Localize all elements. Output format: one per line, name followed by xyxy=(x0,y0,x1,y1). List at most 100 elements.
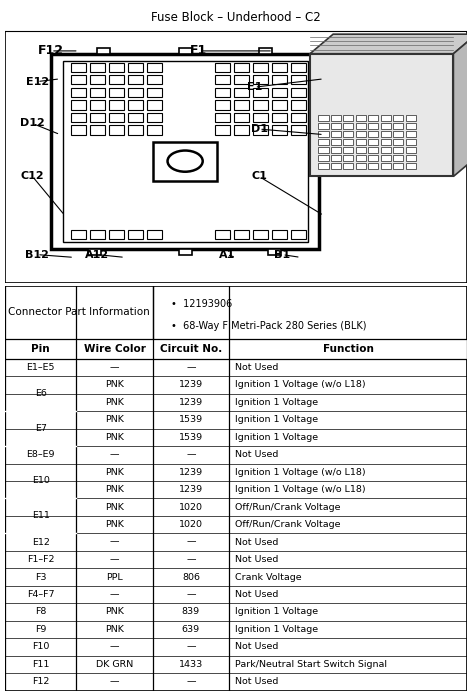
Text: 1239: 1239 xyxy=(179,398,203,407)
FancyBboxPatch shape xyxy=(356,163,366,169)
Text: —: — xyxy=(186,538,196,547)
FancyBboxPatch shape xyxy=(128,75,143,85)
FancyBboxPatch shape xyxy=(381,139,391,145)
Text: F12: F12 xyxy=(38,44,64,58)
FancyBboxPatch shape xyxy=(272,75,287,85)
Polygon shape xyxy=(454,34,472,176)
FancyBboxPatch shape xyxy=(128,62,143,72)
FancyBboxPatch shape xyxy=(147,126,162,135)
Text: PPL: PPL xyxy=(106,573,123,582)
FancyBboxPatch shape xyxy=(291,62,306,72)
FancyBboxPatch shape xyxy=(253,113,269,122)
FancyBboxPatch shape xyxy=(5,3,467,282)
FancyBboxPatch shape xyxy=(368,155,379,162)
FancyBboxPatch shape xyxy=(291,75,306,85)
Text: —: — xyxy=(110,590,119,599)
FancyBboxPatch shape xyxy=(215,126,230,135)
Text: 1433: 1433 xyxy=(179,660,203,669)
FancyBboxPatch shape xyxy=(71,113,86,122)
FancyBboxPatch shape xyxy=(310,53,454,176)
FancyBboxPatch shape xyxy=(234,87,249,97)
FancyBboxPatch shape xyxy=(368,147,379,153)
FancyBboxPatch shape xyxy=(381,123,391,129)
FancyBboxPatch shape xyxy=(234,126,249,135)
FancyBboxPatch shape xyxy=(147,87,162,97)
Text: 1539: 1539 xyxy=(179,416,203,424)
FancyBboxPatch shape xyxy=(368,139,379,145)
FancyBboxPatch shape xyxy=(109,126,124,135)
Text: E12: E12 xyxy=(25,76,49,87)
Text: Function: Function xyxy=(323,344,374,354)
Text: 1239: 1239 xyxy=(179,380,203,389)
Text: Off/Run/Crank Voltage: Off/Run/Crank Voltage xyxy=(235,502,340,511)
Text: F10: F10 xyxy=(32,643,49,652)
FancyBboxPatch shape xyxy=(343,115,354,121)
FancyBboxPatch shape xyxy=(97,48,110,53)
FancyBboxPatch shape xyxy=(406,147,416,153)
FancyBboxPatch shape xyxy=(318,115,329,121)
FancyBboxPatch shape xyxy=(147,75,162,85)
Text: —: — xyxy=(110,643,119,652)
Text: 1239: 1239 xyxy=(179,468,203,477)
FancyBboxPatch shape xyxy=(109,75,124,85)
Text: 1539: 1539 xyxy=(179,433,203,442)
Text: 1020: 1020 xyxy=(179,502,203,511)
FancyBboxPatch shape xyxy=(128,230,143,239)
Text: Ignition 1 Voltage: Ignition 1 Voltage xyxy=(235,607,318,616)
Text: Not Used: Not Used xyxy=(235,555,278,564)
Text: •  68-Way F Metri-Pack 280 Series (BLK): • 68-Way F Metri-Pack 280 Series (BLK) xyxy=(171,321,367,332)
FancyBboxPatch shape xyxy=(90,230,105,239)
Text: PNK: PNK xyxy=(105,433,124,442)
Text: Pin: Pin xyxy=(31,344,50,354)
FancyBboxPatch shape xyxy=(90,126,105,135)
FancyBboxPatch shape xyxy=(128,87,143,97)
FancyBboxPatch shape xyxy=(90,87,105,97)
Text: Ignition 1 Voltage: Ignition 1 Voltage xyxy=(235,433,318,442)
FancyBboxPatch shape xyxy=(291,101,306,110)
Text: F3: F3 xyxy=(35,573,46,582)
FancyBboxPatch shape xyxy=(128,113,143,122)
FancyBboxPatch shape xyxy=(147,62,162,72)
FancyBboxPatch shape xyxy=(272,87,287,97)
Text: —: — xyxy=(110,363,119,372)
Text: PNK: PNK xyxy=(105,398,124,407)
FancyBboxPatch shape xyxy=(393,163,404,169)
Text: Not Used: Not Used xyxy=(235,450,278,459)
FancyBboxPatch shape xyxy=(272,62,287,72)
Text: E7: E7 xyxy=(34,424,47,433)
Text: A1: A1 xyxy=(219,250,235,260)
FancyBboxPatch shape xyxy=(381,155,391,162)
Text: A12: A12 xyxy=(85,250,110,260)
Text: E8–E9: E8–E9 xyxy=(26,450,55,459)
Text: —: — xyxy=(186,450,196,459)
FancyBboxPatch shape xyxy=(381,163,391,169)
FancyBboxPatch shape xyxy=(5,3,467,31)
FancyBboxPatch shape xyxy=(381,115,391,121)
Text: 1020: 1020 xyxy=(179,520,203,529)
FancyBboxPatch shape xyxy=(318,163,329,169)
Text: E10: E10 xyxy=(32,477,50,486)
Text: 639: 639 xyxy=(182,625,200,634)
FancyBboxPatch shape xyxy=(368,131,379,137)
Text: Ignition 1 Voltage (w/o L18): Ignition 1 Voltage (w/o L18) xyxy=(235,468,365,477)
FancyBboxPatch shape xyxy=(356,139,366,145)
Text: •  12193906: • 12193906 xyxy=(171,299,233,309)
Text: E1: E1 xyxy=(247,82,262,92)
Text: —: — xyxy=(186,643,196,652)
FancyBboxPatch shape xyxy=(90,113,105,122)
FancyBboxPatch shape xyxy=(234,75,249,85)
FancyBboxPatch shape xyxy=(343,139,354,145)
FancyBboxPatch shape xyxy=(291,126,306,135)
Text: 806: 806 xyxy=(182,573,200,582)
FancyBboxPatch shape xyxy=(393,139,404,145)
Text: B1: B1 xyxy=(274,250,290,260)
FancyBboxPatch shape xyxy=(215,75,230,85)
FancyBboxPatch shape xyxy=(90,62,105,72)
Text: Off/Run/Crank Voltage: Off/Run/Crank Voltage xyxy=(235,520,340,529)
FancyBboxPatch shape xyxy=(356,155,366,162)
Text: 1239: 1239 xyxy=(179,485,203,494)
FancyBboxPatch shape xyxy=(272,101,287,110)
FancyBboxPatch shape xyxy=(128,101,143,110)
FancyBboxPatch shape xyxy=(368,123,379,129)
Text: Ignition 1 Voltage: Ignition 1 Voltage xyxy=(235,625,318,634)
